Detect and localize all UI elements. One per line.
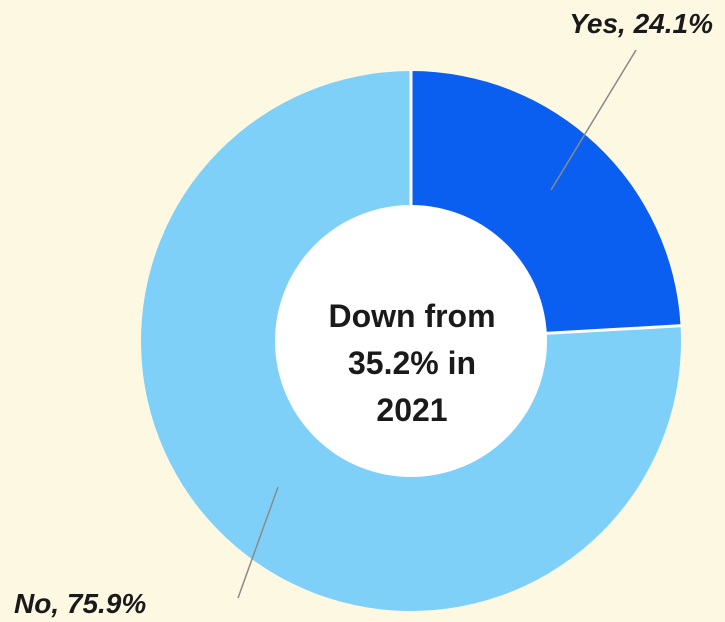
donut-hole — [275, 205, 547, 477]
center-text-line-3: 2021 — [376, 392, 447, 428]
slice-label-yes: Yes, 24.1% — [569, 8, 713, 39]
center-text-line-1: Down from — [328, 298, 495, 334]
center-text-line-2: 35.2% in — [348, 345, 476, 381]
leader-line-no — [237, 486, 279, 599]
slice-label-no: No, 75.9% — [14, 588, 146, 619]
leader-line-yes — [550, 49, 637, 191]
slice-separators — [409, 70, 682, 335]
separator-no — [544, 324, 682, 335]
